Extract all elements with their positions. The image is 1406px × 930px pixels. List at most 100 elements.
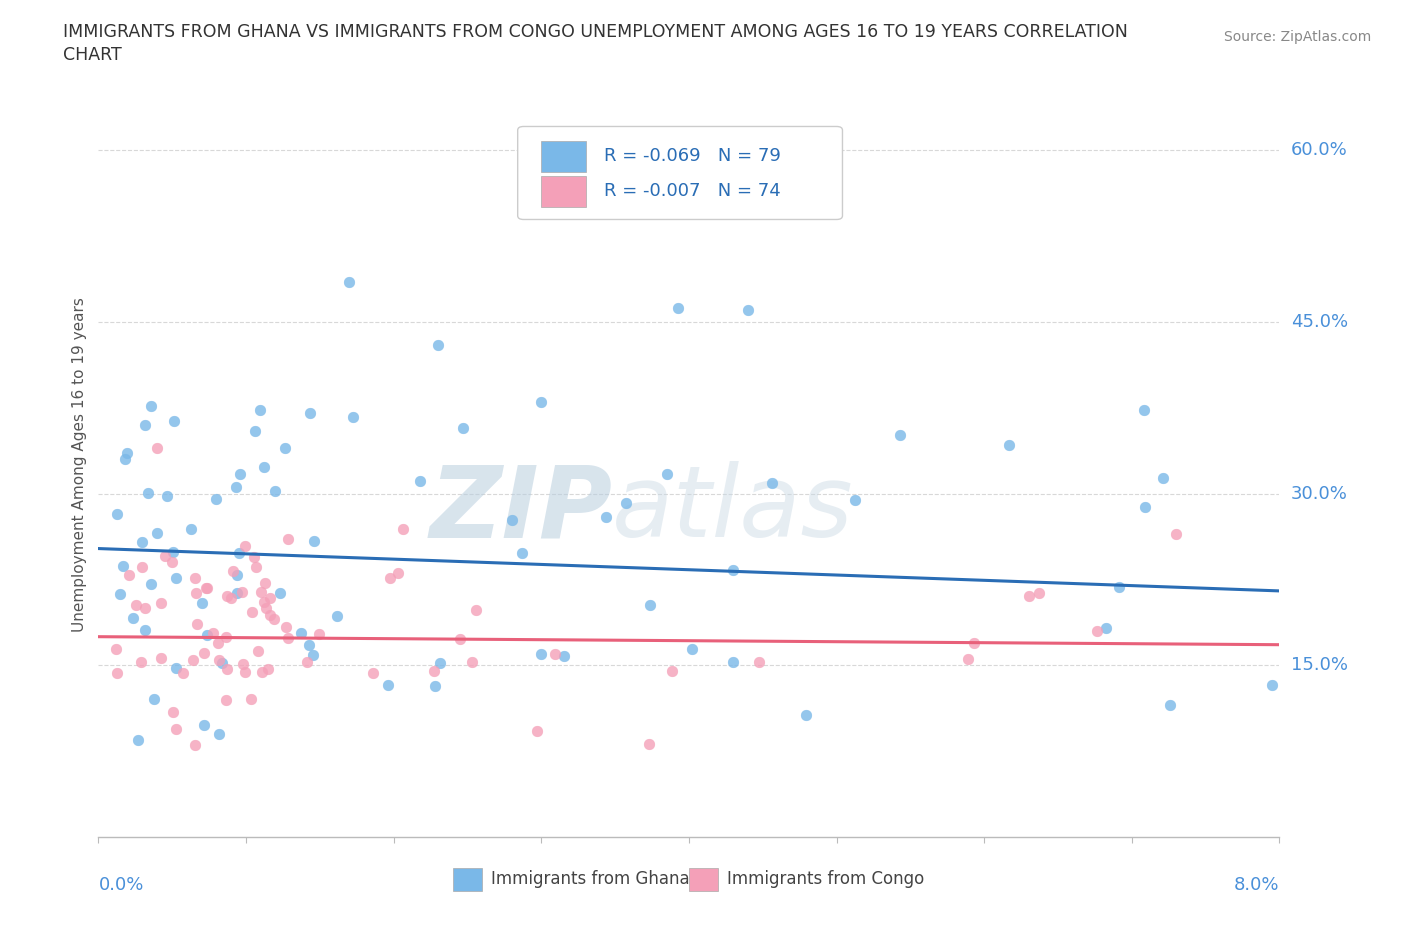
Point <box>226 567 249 582</box>
Point <box>1028 586 1050 601</box>
Point <box>277 532 299 547</box>
Point <box>269 585 291 600</box>
Point <box>263 611 285 626</box>
Point <box>105 666 128 681</box>
Point <box>153 549 176 564</box>
Point <box>465 603 488 618</box>
Point <box>115 445 138 460</box>
Point <box>131 560 153 575</box>
Text: R = -0.069   N = 79: R = -0.069 N = 79 <box>605 147 780 166</box>
Point <box>392 522 415 537</box>
Point <box>233 538 256 553</box>
Point <box>202 625 225 640</box>
Point <box>1133 403 1156 418</box>
Point <box>250 664 273 679</box>
Point <box>638 598 661 613</box>
Point <box>165 722 187 737</box>
Point <box>226 586 249 601</box>
Point <box>526 724 548 738</box>
Point <box>162 704 184 719</box>
Text: CHART: CHART <box>63 46 122 64</box>
Point <box>208 652 231 667</box>
Point <box>707 194 730 209</box>
Point <box>134 418 156 432</box>
Point <box>308 627 330 642</box>
Point <box>1133 499 1156 514</box>
Point <box>243 550 266 565</box>
Point <box>118 567 141 582</box>
Point <box>274 619 297 634</box>
Point <box>461 655 484 670</box>
Point <box>191 595 214 610</box>
Point <box>134 623 156 638</box>
Point <box>146 525 169 540</box>
Point <box>298 638 321 653</box>
Point <box>197 628 219 643</box>
Point <box>297 655 319 670</box>
Point <box>194 581 217 596</box>
Text: atlas: atlas <box>612 461 853 558</box>
Point <box>183 737 205 752</box>
Point <box>149 595 172 610</box>
Point <box>240 692 263 707</box>
Text: IMMIGRANTS FROM GHANA VS IMMIGRANTS FROM CONGO UNEMPLOYMENT AMONG AGES 16 TO 19 : IMMIGRANTS FROM GHANA VS IMMIGRANTS FROM… <box>63 23 1128 41</box>
Text: Source: ZipAtlas.com: Source: ZipAtlas.com <box>1223 30 1371 44</box>
Point <box>298 405 321 420</box>
Point <box>1018 589 1040 604</box>
Point <box>453 420 475 435</box>
Point <box>143 692 166 707</box>
Text: ZIP: ZIP <box>429 461 612 558</box>
Point <box>249 402 271 417</box>
Point <box>638 737 661 751</box>
FancyBboxPatch shape <box>453 868 482 891</box>
Point <box>146 441 169 456</box>
Point <box>409 473 432 488</box>
Point <box>761 475 783 490</box>
Point <box>184 570 207 585</box>
Text: 0.0%: 0.0% <box>98 876 143 894</box>
Text: 15.0%: 15.0% <box>1291 657 1347 674</box>
Point <box>250 584 273 599</box>
Point <box>246 644 269 658</box>
Point <box>422 663 444 678</box>
Point <box>104 642 127 657</box>
FancyBboxPatch shape <box>541 140 586 172</box>
Point <box>737 303 759 318</box>
Point <box>114 452 136 467</box>
Point <box>193 717 215 732</box>
Point <box>160 555 183 570</box>
Text: R = -0.007   N = 74: R = -0.007 N = 74 <box>605 182 780 200</box>
Point <box>427 338 450 352</box>
Point <box>544 647 567 662</box>
Point <box>614 496 637 511</box>
Point <box>240 604 263 619</box>
FancyBboxPatch shape <box>689 868 718 891</box>
Point <box>510 546 533 561</box>
Point <box>274 440 297 455</box>
Point <box>553 649 575 664</box>
Point <box>186 586 208 601</box>
Point <box>264 484 287 498</box>
Text: 60.0%: 60.0% <box>1291 141 1347 159</box>
Point <box>215 693 238 708</box>
Point <box>245 560 267 575</box>
Point <box>138 485 160 500</box>
Point <box>150 651 173 666</box>
Point <box>254 575 277 590</box>
Point <box>243 424 266 439</box>
Point <box>253 459 276 474</box>
Point <box>889 427 911 442</box>
Point <box>423 679 446 694</box>
Text: 45.0%: 45.0% <box>1291 312 1348 331</box>
Point <box>110 587 132 602</box>
Point <box>111 559 134 574</box>
Point <box>290 626 312 641</box>
FancyBboxPatch shape <box>541 176 586 206</box>
Point <box>127 732 149 747</box>
Point <box>339 274 361 289</box>
Point <box>530 394 553 409</box>
Point <box>361 666 384 681</box>
Point <box>1260 677 1282 692</box>
Point <box>501 512 523 527</box>
Point <box>207 635 229 650</box>
